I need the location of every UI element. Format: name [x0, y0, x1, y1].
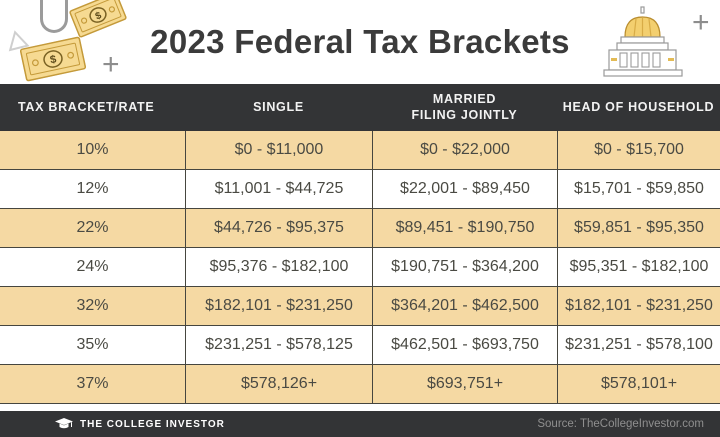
graduation-cap-icon: [55, 417, 73, 428]
plus-icon: +: [692, 6, 710, 39]
page-title: 2023 Federal Tax Brackets: [150, 23, 570, 60]
paperclip-icon: [40, 0, 68, 33]
dollar-bill-icon: $: [19, 36, 87, 82]
married-cell: $0 - $22,000: [372, 131, 557, 169]
column-header-hoh: HEAD OF HOUSEHOLD: [562, 99, 715, 114]
single-cell: $231,251 - $578,125: [185, 326, 372, 364]
married-cell: $89,451 - $190,750: [372, 209, 557, 247]
single-cell: $11,001 - $44,725: [185, 170, 372, 208]
header-banner: $ $ + +: [0, 0, 720, 84]
rate-cell: 22%: [76, 219, 109, 236]
capitol-building-icon: [603, 6, 683, 77]
rate-cell: 37%: [76, 375, 109, 392]
rate-cell: 35%: [76, 336, 109, 353]
brand: THE COLLEGE INVESTOR: [55, 417, 225, 431]
table-header-row: TAX BRACKET/RATE SINGLE MARRIED FILING J…: [0, 84, 720, 131]
dollar-bill-icon: $: [69, 0, 127, 38]
source-label: Source: TheCollegeInvestor.com: [537, 418, 704, 430]
rate-cell: 12%: [76, 180, 109, 197]
table-row: 22% $44,726 - $95,375 $89,451 - $190,750…: [0, 208, 720, 247]
column-header-rate: TAX BRACKET/RATE: [18, 99, 155, 114]
single-cell: $182,101 - $231,250: [185, 287, 372, 325]
column-header-married: MARRIED FILING JOINTLY: [411, 91, 518, 122]
hoh-cell: $95,351 - $182,100: [557, 248, 720, 286]
table-row: 10% $0 - $11,000 $0 - $22,000 $0 - $15,7…: [0, 131, 720, 169]
single-cell: $95,376 - $182,100: [185, 248, 372, 286]
svg-text:$: $: [94, 10, 104, 22]
brand-label: THE COLLEGE INVESTOR: [80, 418, 225, 430]
column-header-single: SINGLE: [253, 99, 304, 114]
hoh-cell: $182,101 - $231,250: [557, 287, 720, 325]
married-cell: $22,001 - $89,450: [372, 170, 557, 208]
hoh-cell: $0 - $15,700: [557, 131, 720, 169]
single-cell: $578,126+: [185, 365, 372, 403]
table-row: 37% $578,126+ $693,751+ $578,101+: [0, 364, 720, 403]
married-cell: $462,501 - $693,750: [372, 326, 557, 364]
hoh-cell: $231,251 - $578,100: [557, 326, 720, 364]
married-cell: $693,751+: [372, 365, 557, 403]
hoh-cell: $59,851 - $95,350: [557, 209, 720, 247]
plus-icon: +: [102, 48, 120, 81]
rate-cell: 24%: [76, 258, 109, 275]
footer-bar: THE COLLEGE INVESTOR Source: TheCollegeI…: [0, 411, 720, 437]
table-row: 35% $231,251 - $578,125 $462,501 - $693,…: [0, 325, 720, 364]
svg-text:$: $: [49, 53, 57, 66]
married-cell: $364,201 - $462,500: [372, 287, 557, 325]
rate-cell: 32%: [76, 297, 109, 314]
table-row: 12% $11,001 - $44,725 $22,001 - $89,450 …: [0, 169, 720, 208]
table-row: 32% $182,101 - $231,250 $364,201 - $462,…: [0, 286, 720, 325]
table-body: 10% $0 - $11,000 $0 - $22,000 $0 - $15,7…: [0, 131, 720, 404]
hoh-cell: $15,701 - $59,850: [557, 170, 720, 208]
hoh-cell: $578,101+: [557, 365, 720, 403]
table-row: 24% $95,376 - $182,100 $190,751 - $364,2…: [0, 247, 720, 286]
single-cell: $0 - $11,000: [185, 131, 372, 169]
married-cell: $190,751 - $364,200: [372, 248, 557, 286]
triangle-icon: [8, 30, 30, 52]
rate-cell: 10%: [76, 141, 109, 158]
single-cell: $44,726 - $95,375: [185, 209, 372, 247]
